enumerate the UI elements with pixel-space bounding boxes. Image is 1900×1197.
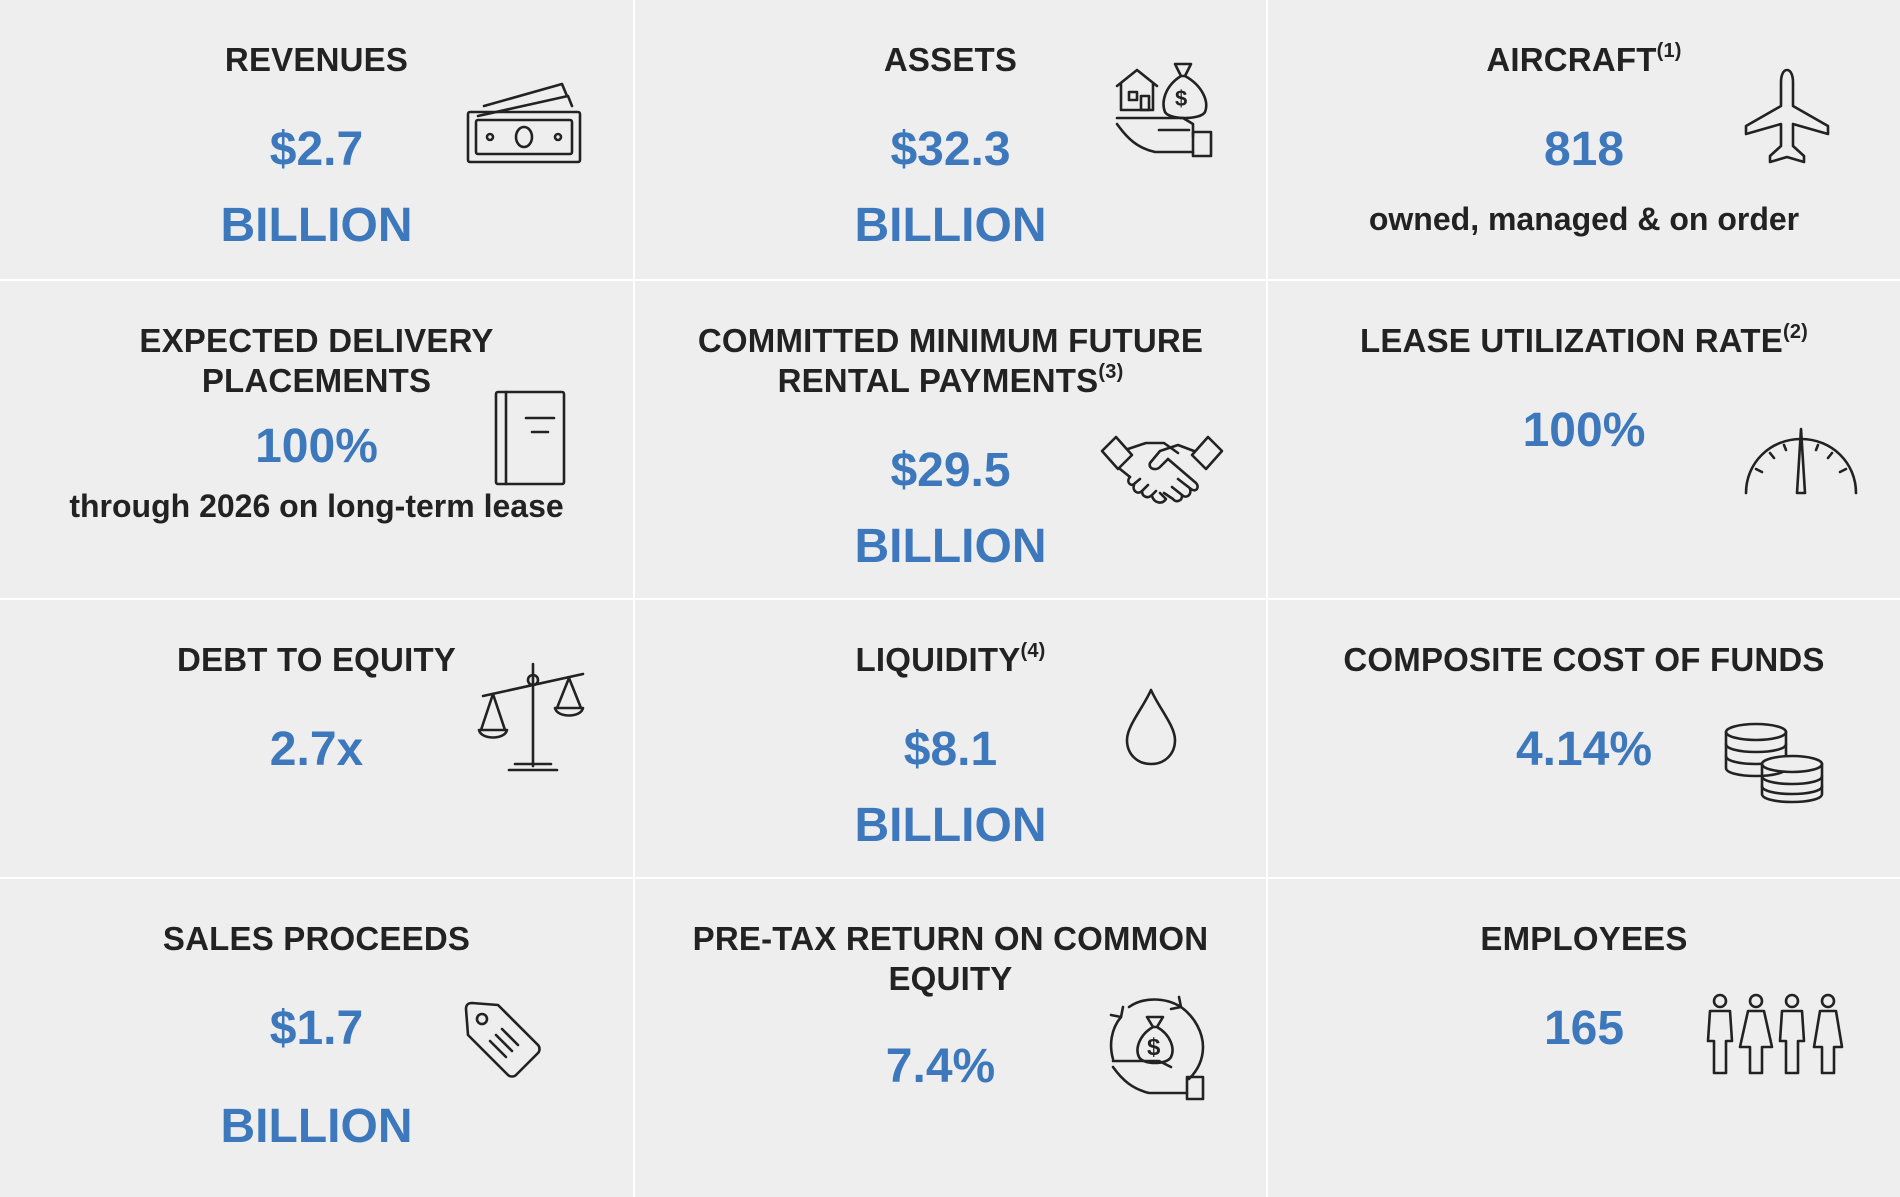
lease-utilization-card: LEASE UTILIZATION RATE(2) 100% bbox=[1266, 279, 1900, 598]
liquidity-card: LIQUIDITY(4) $8.1 BILLION bbox=[633, 598, 1266, 877]
committed-payments-title-row-2: RENTAL PAYMENTS(3) bbox=[635, 361, 1266, 401]
balance-scale-icon bbox=[475, 660, 591, 774]
expected-delivery-title-1: EXPECTED DELIVERY bbox=[139, 322, 494, 359]
assets-title: ASSETS bbox=[883, 41, 1018, 78]
assets-unit: BILLION bbox=[854, 199, 1047, 252]
aircraft-note: owned, managed & on order bbox=[1368, 201, 1800, 237]
expected-delivery-note: through 2026 on long-term lease bbox=[69, 488, 564, 524]
committed-payments-value: $29.5 bbox=[890, 444, 1011, 497]
lease-utilization-footnote: (2) bbox=[1782, 321, 1809, 343]
lease-utilization-title-row: LEASE UTILIZATION RATE(2) bbox=[1268, 321, 1900, 361]
sales-proceeds-value: $1.7 bbox=[269, 1002, 364, 1055]
book-icon bbox=[492, 388, 568, 488]
debt-to-equity-title: DEBT TO EQUITY bbox=[176, 641, 457, 678]
svg-text:$: $ bbox=[1147, 1034, 1161, 1061]
assets-value: $32.3 bbox=[890, 123, 1011, 176]
debt-to-equity-card: DEBT TO EQUITY 2.7x bbox=[0, 598, 633, 877]
handshake-icon bbox=[1098, 429, 1226, 515]
coin-stacks-icon bbox=[1722, 720, 1826, 806]
cost-of-funds-card: COMPOSITE COST OF FUNDS 4.14% bbox=[1266, 598, 1900, 877]
hand-house-money-bag-icon: $ bbox=[1113, 58, 1215, 162]
gauge-icon bbox=[1742, 425, 1860, 497]
lease-utilization-value: 100% bbox=[1522, 404, 1646, 457]
pretax-return-title-2: EQUITY bbox=[888, 960, 1013, 997]
price-tag-icon bbox=[462, 999, 542, 1079]
committed-payments-unit: BILLION bbox=[854, 520, 1047, 573]
cost-of-funds-title: COMPOSITE COST OF FUNDS bbox=[1343, 641, 1825, 678]
liquidity-unit: BILLION bbox=[854, 799, 1047, 852]
debt-to-equity-value: 2.7x bbox=[269, 723, 364, 776]
aircraft-title-row: AIRCRAFT(1) bbox=[1268, 40, 1900, 80]
svg-text:$: $ bbox=[1175, 86, 1187, 111]
money-bills-icon bbox=[464, 78, 584, 168]
sales-proceeds-card: SALES PROCEEDS $1.7 BILLION bbox=[0, 877, 633, 1197]
revenues-card: REVENUES $2.7 BILLION bbox=[0, 0, 633, 279]
committed-payments-title-1: COMMITTED MINIMUM FUTURE bbox=[697, 322, 1204, 359]
pretax-return-card: PRE-TAX RETURN ON COMMON EQUITY 7.4% $ bbox=[633, 877, 1266, 1197]
pretax-return-title-1: PRE-TAX RETURN ON COMMON bbox=[692, 920, 1209, 957]
aircraft-value: 818 bbox=[1543, 123, 1625, 176]
liquidity-title-row: LIQUIDITY(4) bbox=[635, 640, 1266, 680]
expected-delivery-title-2: PLACEMENTS bbox=[201, 362, 432, 399]
sales-proceeds-unit: BILLION bbox=[220, 1100, 413, 1153]
sales-proceeds-title: SALES PROCEEDS bbox=[162, 920, 471, 957]
aircraft-footnote: (1) bbox=[1656, 40, 1682, 62]
employees-value: 165 bbox=[1543, 1002, 1625, 1055]
liquidity-title: LIQUIDITY bbox=[855, 641, 1021, 678]
committed-payments-title-2: RENTAL PAYMENTS bbox=[777, 362, 1099, 399]
employees-title: EMPLOYEES bbox=[1480, 920, 1688, 957]
revenues-unit: BILLION bbox=[220, 199, 413, 252]
assets-card: ASSETS $32.3 BILLION $ bbox=[633, 0, 1266, 279]
liquidity-value: $8.1 bbox=[903, 723, 998, 776]
committed-payments-footnote: (3) bbox=[1098, 361, 1124, 383]
airplane-icon bbox=[1742, 66, 1832, 170]
money-cycle-hand-icon: $ bbox=[1099, 991, 1211, 1101]
water-drop-icon bbox=[1123, 686, 1179, 768]
cost-of-funds-value: 4.14% bbox=[1515, 723, 1653, 776]
expected-delivery-card: EXPECTED DELIVERY PLACEMENTS 100% throug… bbox=[0, 279, 633, 598]
employees-card: EMPLOYEES 165 bbox=[1266, 877, 1900, 1197]
revenues-value: $2.7 bbox=[269, 123, 364, 176]
revenues-title: REVENUES bbox=[224, 41, 409, 78]
pretax-return-value: 7.4% bbox=[885, 1040, 996, 1093]
people-group-icon bbox=[1704, 993, 1844, 1077]
expected-delivery-value: 100% bbox=[255, 420, 378, 473]
aircraft-title: AIRCRAFT bbox=[1486, 41, 1657, 78]
liquidity-footnote: (4) bbox=[1020, 640, 1046, 662]
aircraft-card: AIRCRAFT(1) 818 owned, managed & on orde… bbox=[1266, 0, 1900, 279]
lease-utilization-title: LEASE UTILIZATION RATE bbox=[1359, 322, 1783, 359]
committed-payments-card: COMMITTED MINIMUM FUTURE RENTAL PAYMENTS… bbox=[633, 279, 1266, 598]
